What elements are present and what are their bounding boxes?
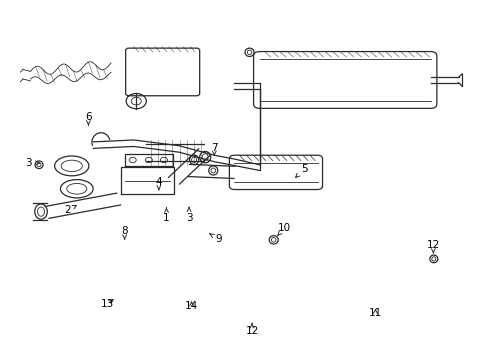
Text: 10: 10	[277, 222, 291, 235]
Text: 2: 2	[64, 205, 76, 216]
Text: 8: 8	[121, 226, 128, 239]
Text: 1: 1	[163, 208, 169, 223]
Text: 6: 6	[85, 112, 92, 125]
Text: 3: 3	[185, 207, 192, 223]
Text: 12: 12	[426, 240, 439, 253]
Text: 4: 4	[155, 177, 162, 190]
Text: 7: 7	[210, 143, 217, 156]
Text: 11: 11	[368, 309, 381, 318]
Text: 14: 14	[184, 301, 198, 311]
Text: 9: 9	[209, 234, 221, 244]
Text: 5: 5	[295, 163, 307, 177]
Text: 13: 13	[101, 299, 114, 309]
Text: 12: 12	[245, 323, 258, 336]
Text: 3: 3	[25, 158, 40, 168]
